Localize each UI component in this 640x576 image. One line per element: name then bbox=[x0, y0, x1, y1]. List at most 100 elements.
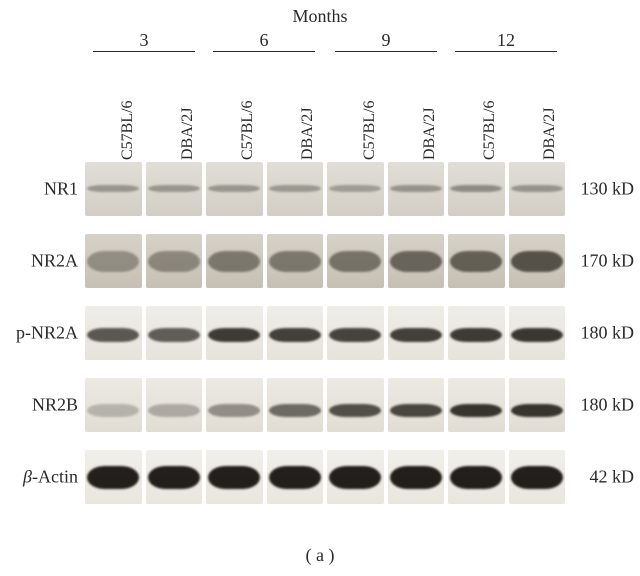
blot-lanes bbox=[85, 450, 565, 504]
blot-row-nr1: NR1130 kD bbox=[0, 162, 640, 216]
blot-band bbox=[87, 466, 139, 489]
strain-label: DBA/2J bbox=[541, 108, 559, 160]
strain-label: C57BL/6 bbox=[239, 100, 257, 160]
blot-lane bbox=[327, 450, 384, 504]
row-size-label: 42 kD bbox=[590, 467, 635, 488]
blot-lane bbox=[206, 234, 263, 288]
blot-lane bbox=[448, 162, 505, 216]
blot-lane bbox=[267, 306, 324, 360]
blot-lane bbox=[85, 162, 142, 216]
row-size-label: 170 kD bbox=[581, 251, 635, 272]
blot-band bbox=[450, 466, 502, 489]
row-label: NR2A bbox=[4, 251, 78, 272]
blot-lane bbox=[388, 234, 445, 288]
blot-band bbox=[450, 251, 502, 272]
row-label: NR1 bbox=[4, 179, 78, 200]
blot-lane bbox=[327, 162, 384, 216]
month-underline bbox=[455, 51, 557, 52]
blot-band bbox=[390, 466, 442, 489]
blot-band bbox=[148, 404, 200, 417]
blot-lane bbox=[206, 162, 263, 216]
blot-band bbox=[87, 328, 139, 342]
blot-band bbox=[329, 328, 381, 342]
blot-band bbox=[87, 251, 139, 272]
blot-lane bbox=[85, 234, 142, 288]
blot-lanes bbox=[85, 162, 565, 216]
blot-lane bbox=[388, 162, 445, 216]
blot-lane bbox=[267, 234, 324, 288]
blot-lane bbox=[388, 450, 445, 504]
blot-lane bbox=[448, 234, 505, 288]
blot-band bbox=[208, 404, 260, 417]
blot-lane bbox=[146, 450, 203, 504]
blot-row-pnr2a: p-NR2A 180 kD bbox=[0, 306, 640, 360]
blot-band bbox=[87, 404, 139, 417]
blot-lane bbox=[509, 306, 566, 360]
blot-lane bbox=[206, 378, 263, 432]
blot-band bbox=[148, 185, 200, 193]
month-label: 9 bbox=[380, 30, 393, 51]
blot-band bbox=[511, 251, 563, 272]
western-blot-figure: Months 3 6 9 12 C57BL/6 DBA/2J C57BL/6 DBA/2J C… bbox=[0, 0, 640, 576]
blot-lane bbox=[327, 306, 384, 360]
month-group-header: 3 6 9 12 bbox=[85, 30, 565, 58]
month-group-3: 3 bbox=[85, 30, 203, 52]
blot-lanes bbox=[85, 234, 565, 288]
blot-band bbox=[329, 251, 381, 272]
month-label: 6 bbox=[258, 30, 271, 51]
blot-band bbox=[450, 185, 502, 193]
month-underline bbox=[93, 51, 195, 52]
blot-band bbox=[450, 328, 502, 342]
blot-band bbox=[208, 185, 260, 193]
blot-band bbox=[390, 185, 442, 193]
blot-band bbox=[269, 185, 321, 193]
blot-lane bbox=[509, 234, 566, 288]
blot-band bbox=[329, 404, 381, 417]
blot-lane bbox=[267, 378, 324, 432]
blot-band bbox=[511, 466, 563, 489]
months-title: Months bbox=[0, 6, 640, 27]
blot-lane bbox=[146, 306, 203, 360]
blot-lane bbox=[267, 450, 324, 504]
blot-lane bbox=[146, 234, 203, 288]
blot-lane bbox=[206, 306, 263, 360]
month-label: 12 bbox=[495, 30, 517, 51]
strain-label-row: C57BL/6DBA/2JC57BL/6DBA/2JC57BL/6DBA/2JC… bbox=[85, 62, 565, 160]
blot-lane bbox=[206, 450, 263, 504]
blot-lane bbox=[327, 378, 384, 432]
blot-band bbox=[329, 466, 381, 489]
row-label: NR2B bbox=[4, 395, 78, 416]
panel-letter: ( a ) bbox=[0, 545, 640, 566]
blot-band bbox=[208, 328, 260, 342]
blot-lane bbox=[509, 450, 566, 504]
blot-lane bbox=[85, 450, 142, 504]
strain-label: C57BL/6 bbox=[119, 100, 137, 160]
month-group-12: 12 bbox=[447, 30, 565, 52]
blot-lane bbox=[509, 162, 566, 216]
blot-band bbox=[148, 328, 200, 342]
blot-lane bbox=[327, 234, 384, 288]
month-label: 3 bbox=[138, 30, 151, 51]
blot-band bbox=[329, 185, 381, 193]
row-size-label: 180 kD bbox=[581, 395, 635, 416]
blot-lane bbox=[85, 378, 142, 432]
blot-band bbox=[269, 466, 321, 489]
blot-band bbox=[148, 251, 200, 272]
month-group-9: 9 bbox=[327, 30, 445, 52]
row-size-label: 180 kD bbox=[581, 323, 635, 344]
strain-label: C57BL/6 bbox=[361, 100, 379, 160]
strain-label: DBA/2J bbox=[299, 108, 317, 160]
blot-lane bbox=[85, 306, 142, 360]
blot-lane bbox=[448, 450, 505, 504]
blot-band bbox=[511, 328, 563, 342]
blot-lane bbox=[267, 162, 324, 216]
month-underline bbox=[335, 51, 437, 52]
blot-band bbox=[208, 466, 260, 489]
month-group-6: 6 bbox=[205, 30, 323, 52]
month-underline bbox=[213, 51, 315, 52]
blot-band bbox=[269, 328, 321, 342]
blot-rows-container: NR1130 kD NR2A 170 kD p-NR2A 180 kD NR2B 180 k… bbox=[0, 162, 640, 522]
blot-band bbox=[390, 328, 442, 342]
row-label: p-NR2A bbox=[4, 323, 78, 344]
blot-lane bbox=[146, 162, 203, 216]
